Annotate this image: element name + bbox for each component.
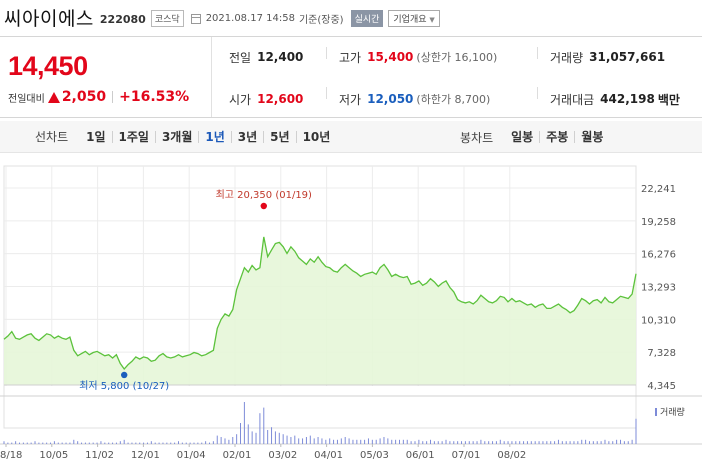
x-tick-label: 03/02 [268,450,297,461]
divider [326,47,327,105]
x-tick-label: 10/05 [39,450,68,461]
max-annotation: 최고 20,350 (01/19) [216,189,312,201]
volume-value: 31,057,661 [589,50,666,64]
stock-code: 222080 [99,12,146,26]
candle-monthly[interactable]: 월봉 [574,131,609,143]
low-cell: 저가 12,050 (하한가 8,700) [339,89,490,109]
price-chart[interactable]: 22,241 19,258 16,276 13,293 10,310 7,328 4,345… [0,158,702,464]
min-point-marker [120,371,128,379]
market-badge: 코스닥 [150,10,184,27]
period-1d[interactable]: 1일 [86,129,106,144]
volume-legend-swatch [655,408,657,416]
line-chart-label: 선차트 [35,130,69,144]
stock-name: 씨아이에스 [4,7,94,30]
x-tick-label: 07/01 [452,450,481,461]
chart-period-bar: 선차트 1일 1주일 3개월 1년 3년 5년 10년 봉차트 일봉 주봉 월봉 [0,121,702,153]
price-area [4,236,636,385]
candle-daily[interactable]: 일봉 [511,130,534,144]
divider [112,91,114,103]
trade-value-label: 거래대금 [550,92,595,107]
volume-label: 거래량 [550,50,584,65]
realtime-button[interactable]: 실시간 [350,10,384,27]
period-3m[interactable]: 3개월 [154,130,198,143]
y-tick-label: 16,276 [641,250,676,261]
prev-close-label: 전일 [229,50,252,65]
current-price: 14,450 [8,51,88,81]
low-label: 저가 [339,92,362,107]
quote-datetime: 2021.08.17 14:58 [205,13,295,24]
price-summary: 14,450 전일대비 2,050 +16.53% 전일 12,400 시가 1… [0,36,702,118]
high-cell: 고가 15,400 (상한가 16,100) [339,47,497,67]
upper-limit: (상한가 16,100) [416,51,498,64]
divider [537,47,538,105]
company-overview-label: 기업개요 [393,15,427,25]
candle-weekly[interactable]: 주봉 [539,131,574,143]
y-tick-label: 19,258 [641,217,676,228]
x-tick-label: 08/02 [497,450,526,461]
trade-value-cell: 거래대금 442,198 백만 [550,89,680,109]
current-price-panel: 14,450 전일대비 2,050 +16.53% [0,37,212,117]
y-tick-label: 7,328 [647,348,676,359]
y-tick-label: 13,293 [641,283,676,294]
candle-chart-group: 봉차트 일봉 주봉 월봉 [460,121,609,153]
period-1y[interactable]: 1년 [198,130,230,143]
candle-chart-label: 봉차트 [460,130,494,145]
change-percent: +16.53% [119,89,190,105]
quote-basis: 기준(장중) [298,15,344,26]
y-tick-label: 4,345 [647,381,676,392]
high-value: 15,400 [367,50,414,64]
open-cell: 시가 12,600 [229,89,303,109]
period-10y[interactable]: 10년 [295,130,337,143]
change-value: 2,050 [61,89,107,105]
x-tick-label: 11/02 [85,450,114,461]
min-annotation: 최저 5,800 (10/27) [79,380,169,392]
x-tick-label: 01/04 [177,450,206,461]
change-row: 전일대비 2,050 +16.53% [8,89,189,105]
x-tick-label: 02/01 [223,450,252,461]
lower-limit: (하한가 8,700) [416,93,491,106]
price-line [3,236,637,371]
period-1w[interactable]: 1주일 [111,130,155,143]
prev-close-cell: 전일 12,400 [229,47,303,67]
y-tick-label: 22,241 [641,184,676,195]
x-tick-label: 05/03 [360,450,389,461]
company-overview-button[interactable]: 기업개요 ▼ [388,10,440,27]
period-3y[interactable]: 3년 [230,130,263,143]
volume-legend-label: 거래량 [660,406,685,418]
open-label: 시가 [229,92,252,107]
stock-header: 씨아이에스 222080 코스닥 2021.08.17 14:58 기준(장중)… [0,0,702,34]
trade-value: 442,198 [600,92,655,106]
calendar-icon [190,13,201,24]
y-tick-label: 10,310 [641,315,676,326]
chevron-down-icon: ▼ [429,16,435,24]
low-value: 12,050 [367,92,414,106]
up-triangle-icon [47,91,60,103]
x-tick-label: 06/01 [406,450,435,461]
open-value: 12,600 [257,92,304,106]
x-tick-label: 12/01 [131,450,160,461]
trade-value-unit: 백만 [657,92,680,107]
x-tick-label: 08/18 [0,450,22,461]
max-point-marker [260,202,267,210]
volume-cell: 거래량 31,057,661 [550,47,665,67]
period-5y[interactable]: 5년 [263,130,295,143]
high-label: 고가 [339,50,362,65]
x-tick-label: 04/01 [314,450,343,461]
prev-close-value: 12,400 [257,50,304,64]
change-label: 전일대비 [8,93,45,105]
